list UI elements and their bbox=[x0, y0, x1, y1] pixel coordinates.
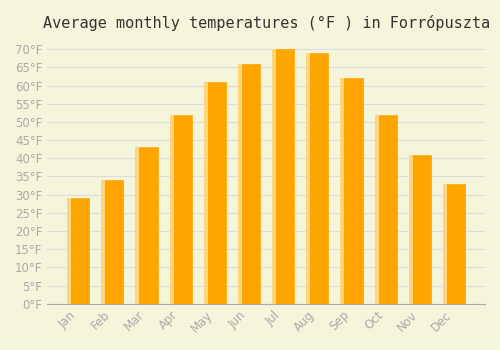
Bar bbox=[170, 114, 192, 304]
Bar bbox=[136, 147, 140, 304]
Bar bbox=[272, 49, 276, 304]
Bar bbox=[204, 82, 226, 304]
Bar bbox=[443, 184, 447, 304]
Bar bbox=[408, 155, 412, 304]
Bar bbox=[340, 78, 362, 304]
Bar bbox=[306, 53, 310, 304]
Bar bbox=[238, 64, 242, 304]
Bar bbox=[204, 82, 208, 304]
Bar bbox=[374, 114, 378, 304]
Bar bbox=[408, 155, 431, 304]
Bar bbox=[306, 53, 328, 304]
Bar bbox=[238, 64, 260, 304]
Bar bbox=[67, 198, 71, 304]
Bar bbox=[272, 49, 294, 304]
Bar bbox=[170, 114, 173, 304]
Bar bbox=[67, 198, 90, 304]
Bar bbox=[102, 180, 105, 304]
Title: Average monthly temperatures (°F ) in Forrópuszta: Average monthly temperatures (°F ) in Fo… bbox=[42, 15, 490, 31]
Bar bbox=[102, 180, 124, 304]
Bar bbox=[136, 147, 158, 304]
Bar bbox=[443, 184, 465, 304]
Bar bbox=[340, 78, 344, 304]
Bar bbox=[374, 114, 397, 304]
